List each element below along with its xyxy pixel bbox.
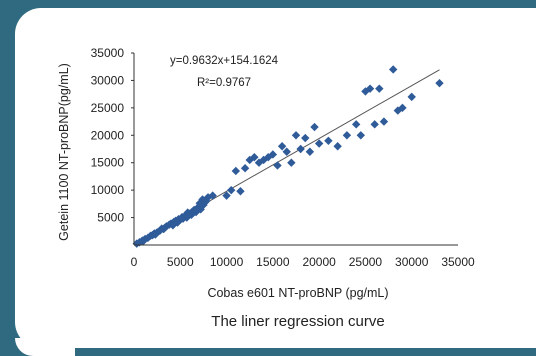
data-point (324, 136, 333, 145)
figure-caption: The liner regression curve (211, 313, 384, 330)
data-point (435, 78, 444, 88)
chart-card (15, 8, 536, 348)
x-tick-label: 5000 (167, 255, 194, 269)
data-point (361, 87, 370, 96)
data-point (356, 131, 365, 140)
x-tick-label: 35000 (441, 255, 475, 269)
data-point (370, 120, 379, 129)
data-point (342, 131, 352, 140)
data-point (375, 84, 384, 93)
x-tick-label: 20000 (302, 255, 336, 269)
data-point (191, 207, 201, 217)
card-corner (15, 338, 75, 356)
data-point (231, 166, 241, 176)
data-point (333, 142, 342, 151)
data-point (277, 142, 287, 151)
x-tick-label: 10000 (210, 255, 244, 269)
x-tick-label: 15000 (256, 255, 290, 269)
y-tick-label: 15000 (91, 156, 125, 170)
data-point (301, 133, 310, 143)
data-point (236, 187, 245, 196)
data-point (291, 131, 301, 140)
data-point (314, 139, 324, 148)
data-point (351, 120, 361, 129)
x-axis-title: Cobas e601 NT-proBNP (pg/mL) (207, 286, 388, 300)
data-point (379, 117, 389, 126)
data-point (139, 236, 148, 246)
y-tick-label: 30000 (91, 73, 125, 87)
data-point (365, 84, 375, 93)
x-tick-label: 30000 (395, 255, 429, 269)
data-point (305, 147, 315, 156)
y-tick-label: 10000 (91, 183, 125, 197)
data-point (310, 122, 319, 132)
x-tick-label: 0 (131, 255, 138, 269)
data-point (287, 158, 296, 167)
y-tick-label: 20000 (91, 128, 125, 142)
x-tick-label: 25000 (349, 255, 383, 269)
data-point (389, 65, 398, 74)
data-point (407, 92, 416, 102)
data-point (208, 191, 217, 200)
y-tick-label: 35000 (91, 46, 125, 60)
data-point (151, 230, 160, 239)
data-point (222, 191, 231, 200)
axes (131, 52, 458, 246)
data-point (198, 195, 207, 204)
regression-equation: y=0.9632x+154.1624 (170, 55, 279, 67)
tick-labels: 0 5000 10000 15000 20000 25000 30000 35000 5000 1… (91, 46, 475, 269)
data-point (227, 185, 236, 195)
data-point (240, 164, 250, 173)
y-tick-label: 25000 (91, 101, 125, 115)
data-point (296, 144, 305, 154)
r-squared-label: R²=0.9767 (197, 77, 251, 89)
data-point (173, 218, 182, 227)
data-point (268, 150, 278, 159)
plot-area (132, 65, 444, 248)
y-tick-label: 5000 (97, 211, 124, 225)
data-point (159, 224, 168, 234)
data-point (282, 147, 291, 156)
data-point (398, 103, 407, 113)
data-point (250, 153, 259, 162)
data-point (273, 161, 282, 170)
y-axis-title: Getein 1100 NT-proBNP(pg/mL) (57, 63, 71, 241)
